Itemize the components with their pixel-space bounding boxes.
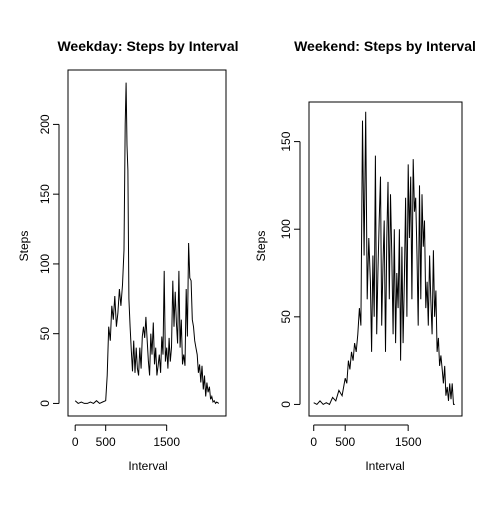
weekday-y-axis: 0 50 100 150 200	[38, 114, 60, 407]
y-tick-label: 100	[279, 219, 293, 239]
weekend-y-axis-label: Steps	[254, 231, 268, 262]
x-tick-label: 1500	[153, 435, 180, 449]
weekday-x-axis: 0 500 1500	[72, 424, 180, 449]
x-tick-label: 1500	[395, 435, 422, 449]
weekend-x-axis-label: Interval	[365, 459, 404, 473]
weekend-chart-title: Weekend: Steps by Interval	[294, 38, 476, 54]
y-tick-label: 50	[279, 310, 293, 324]
weekend-steps-line	[313, 111, 455, 406]
x-tick-label: 0	[72, 435, 79, 449]
weekday-y-axis-label: Steps	[17, 231, 31, 262]
weekday-x-axis-label: Interval	[128, 459, 167, 473]
y-tick-label: 150	[279, 131, 293, 151]
x-tick-label: 500	[335, 435, 355, 449]
y-tick-label: 0	[279, 401, 293, 408]
y-tick-label: 150	[38, 184, 52, 204]
x-tick-label: 0	[310, 435, 317, 449]
y-tick-label: 200	[38, 114, 52, 134]
weekend-x-axis: 0 500 1500	[310, 424, 422, 449]
weekend-plot-frame	[308, 101, 463, 417]
x-tick-label: 500	[96, 435, 116, 449]
weekend-chart: Weekend: Steps by Interval 0 500 1500 0 50 1…	[254, 38, 476, 473]
weekday-chart-title: Weekday: Steps by Interval	[57, 38, 238, 54]
weekend-y-axis: 0 50 100 150	[279, 131, 301, 408]
y-tick-label: 0	[38, 400, 52, 407]
weekday-steps-line	[74, 82, 220, 405]
weekday-plot-frame	[67, 69, 227, 417]
y-tick-label: 100	[38, 254, 52, 274]
y-tick-label: 50	[38, 327, 52, 341]
weekday-chart: Weekday: Steps by Interval 0 500 1500 0 50 1…	[17, 38, 239, 473]
